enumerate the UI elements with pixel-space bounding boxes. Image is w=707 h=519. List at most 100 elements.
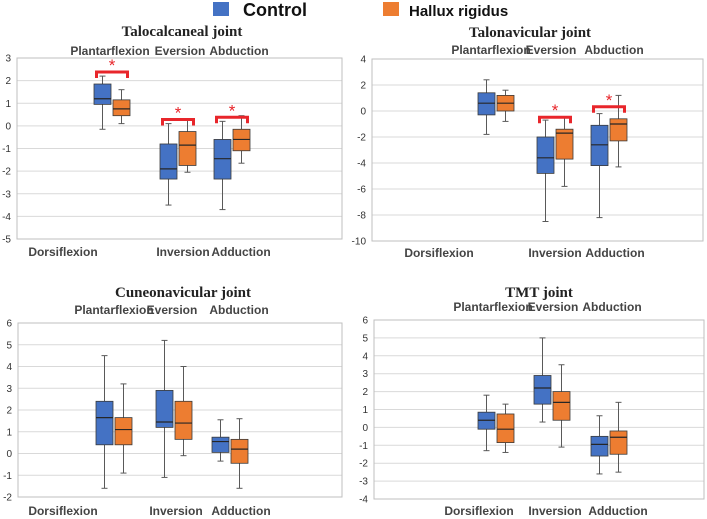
box-control — [155, 390, 174, 428]
box-group — [477, 79, 515, 135]
y-tick-label: 1 — [6, 427, 12, 438]
box-hallux-rigidus — [555, 128, 574, 160]
box-control — [533, 375, 552, 405]
box-hallux-rigidus — [114, 417, 133, 446]
box-hallux-rigidus — [112, 99, 131, 117]
legend-swatch-control — [213, 2, 229, 16]
chart-panel-4: TMT joint 6 5 4 3 2 1 0 -1 -2 -3 -4 PlantarflexionEv… — [359, 285, 705, 518]
box-group: * — [213, 101, 251, 211]
y-tick-label: -3 — [359, 477, 368, 488]
box-control — [95, 400, 114, 446]
y-tick-label: -6 — [357, 185, 366, 196]
y-tick-label: 3 — [362, 369, 368, 380]
top-movement-label: Abduction — [209, 44, 268, 58]
y-tick-label: -4 — [2, 212, 11, 223]
box-group — [590, 401, 628, 475]
legend-swatch-hallux-rigidus — [383, 2, 399, 16]
chart-panel-2: Talonavicular joint 4 2 0 -2 -4 -6 -8 -10 Plantar… — [352, 25, 704, 260]
y-tick-label: 4 — [360, 55, 366, 66]
significance-star: * — [175, 104, 182, 123]
y-tick-label: -1 — [3, 471, 12, 482]
box-control — [477, 92, 496, 116]
y-tick-label: 4 — [6, 362, 12, 373]
significance-bracket — [95, 70, 129, 79]
bottom-movement-label: Inversion — [528, 246, 581, 260]
box-group: * — [536, 101, 574, 222]
chart-panels: Talocalcaneal joint 3 2 1 0 -1 -2 -3 -4 -5 Plantar… — [2, 24, 705, 518]
y-tick-label: -8 — [357, 211, 366, 222]
significance-bracket — [592, 105, 626, 113]
y-tick-label: 6 — [362, 316, 368, 327]
box-hallux-rigidus — [609, 118, 628, 142]
plot-area — [16, 57, 343, 240]
legend: Control Hallux rigidus — [213, 0, 508, 20]
y-tick-label: -10 — [352, 237, 367, 248]
bottom-movement-label: Dorsiflexion — [28, 504, 97, 518]
y-tick-label: 1 — [362, 405, 368, 416]
y-tick-label: -5 — [2, 235, 11, 246]
y-tick-label: 3 — [5, 54, 11, 65]
box-hallux-rigidus — [230, 438, 249, 464]
bottom-movement-label: Inversion — [156, 245, 209, 259]
box-group: * — [159, 104, 197, 206]
y-tick-label: 2 — [5, 76, 11, 87]
y-tick-label: -4 — [359, 495, 368, 506]
box-hallux-rigidus — [178, 131, 197, 166]
y-tick-label: -2 — [359, 459, 368, 470]
bottom-movement-label: Dorsiflexion — [444, 504, 513, 518]
box-control — [590, 124, 609, 167]
top-movement-label: Eversion — [526, 43, 577, 57]
chart-title: Cuneonavicular joint — [115, 285, 251, 301]
y-tick-label: 3 — [6, 384, 12, 395]
bottom-movement-label: Inversion — [149, 504, 202, 518]
plot-area — [373, 319, 705, 500]
y-tick-label: 1 — [5, 99, 11, 110]
box-group — [155, 339, 193, 478]
significance-bracket — [215, 115, 249, 124]
significance-star: * — [229, 101, 236, 120]
top-movement-label: Abduction — [584, 43, 643, 57]
box-group: * — [590, 91, 628, 219]
y-tick-label: -2 — [357, 133, 366, 144]
y-tick-label: 0 — [5, 121, 11, 132]
y-tick-label: 0 — [362, 423, 368, 434]
chart-panel-3: Cuneonavicular joint 6 5 4 3 2 1 0 -1 -2 Plantarfl… — [3, 285, 343, 518]
y-tick-label: 2 — [360, 81, 366, 92]
bottom-movement-label: Adduction — [211, 245, 270, 259]
box-hallux-rigidus — [174, 400, 193, 440]
legend-label-hallux-rigidus: Hallux rigidus — [409, 3, 508, 20]
top-movement-label: Plantarflexion — [74, 303, 153, 317]
y-tick-label: 2 — [6, 406, 12, 417]
plot-area — [17, 322, 343, 498]
box-hallux-rigidus — [496, 413, 515, 444]
top-movement-label: Plantarflexion — [453, 300, 532, 314]
top-movement-label: Eversion — [155, 44, 206, 58]
box-control — [590, 435, 609, 457]
chart-title: TMT joint — [505, 285, 573, 301]
bottom-movement-label: Adduction — [588, 504, 647, 518]
box-control — [159, 143, 178, 180]
y-tick-label: -3 — [2, 189, 11, 200]
bottom-movement-label: Adduction — [585, 246, 644, 260]
y-tick-label: -1 — [359, 441, 368, 452]
y-tick-label: -2 — [2, 167, 11, 178]
bottom-movement-label: Adduction — [211, 504, 270, 518]
box-control — [93, 83, 112, 105]
box-control — [536, 136, 555, 174]
y-tick-label: -1 — [2, 144, 11, 155]
bottom-movement-label: Inversion — [528, 504, 581, 518]
box-group — [533, 337, 571, 448]
plot-area — [371, 58, 704, 242]
top-movement-label: Abduction — [582, 300, 641, 314]
box-group — [477, 394, 515, 453]
y-tick-label: 5 — [6, 340, 12, 351]
top-movement-label: Eversion — [528, 300, 579, 314]
significance-star: * — [109, 56, 116, 75]
chart-panel-1: Talocalcaneal joint 3 2 1 0 -1 -2 -3 -4 -5 Plantar… — [2, 24, 343, 259]
box-group — [95, 355, 133, 489]
top-movement-label: Eversion — [147, 303, 198, 317]
bottom-movement-label: Dorsiflexion — [404, 246, 473, 260]
significance-star: * — [552, 101, 559, 120]
y-tick-label: 4 — [362, 351, 368, 362]
legend-label-control: Control — [243, 0, 307, 20]
